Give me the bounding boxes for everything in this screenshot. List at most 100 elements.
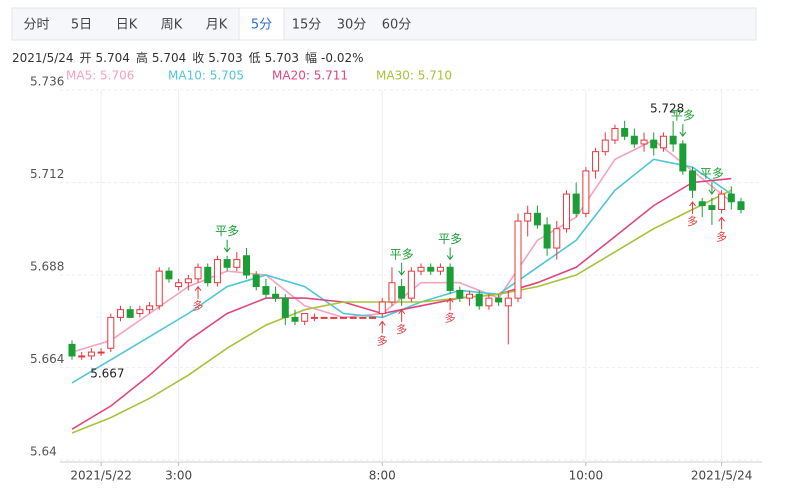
candle-body <box>446 266 454 291</box>
candle-body <box>718 193 726 210</box>
candle-body <box>436 266 444 272</box>
candle-body <box>359 316 367 319</box>
tab[interactable]: 5日 <box>71 18 92 33</box>
tab[interactable]: 30分 <box>337 18 367 33</box>
tab[interactable]: 月K <box>206 18 228 33</box>
y-tick-label: 5.712 <box>30 167 64 181</box>
y-tick-label: 5.688 <box>30 260 64 274</box>
candle-body <box>572 193 580 214</box>
candle-body <box>630 135 638 145</box>
candle-body <box>87 351 95 357</box>
candle-body <box>524 212 532 222</box>
candle-body <box>301 313 309 322</box>
candle-body <box>533 212 541 226</box>
signal-arrow <box>398 308 406 322</box>
signal-arrow <box>223 239 231 253</box>
candle-body <box>601 139 609 153</box>
tab[interactable]: 周K <box>161 18 183 33</box>
signal-label: 平多 <box>215 224 239 238</box>
signal-label: 多 <box>193 299 204 313</box>
candle-body <box>621 128 629 137</box>
signal-arrow <box>679 124 687 137</box>
y-tick-label: 5.664 <box>30 352 64 366</box>
candle-body <box>475 293 483 307</box>
signal-label: 多 <box>716 229 727 243</box>
candle-body <box>698 201 706 207</box>
signal-arrow <box>708 181 716 195</box>
candle-body <box>272 293 280 299</box>
legend-entry: MA10: 5.705 <box>168 69 244 83</box>
signal-label: 多 <box>687 214 698 228</box>
x-tick-label: 2021/5/24 <box>691 469 753 483</box>
candle-body <box>562 193 570 230</box>
candle-body <box>708 205 716 210</box>
signal-arrow <box>689 201 696 214</box>
candle-body <box>514 220 522 299</box>
info-label: 幅 <box>305 50 317 65</box>
candle-body <box>155 270 163 307</box>
info-value: 5.703 <box>208 51 242 65</box>
candle-body <box>126 309 134 318</box>
candle-body <box>650 139 658 149</box>
candle-body <box>233 259 241 268</box>
info-label: 开 <box>80 51 92 65</box>
signal-arrow <box>718 216 726 230</box>
candle-body <box>456 289 464 299</box>
candle-body <box>146 305 154 311</box>
candle-body <box>417 266 425 272</box>
candle-body <box>679 143 687 172</box>
annotation: 5.667 <box>90 366 124 380</box>
signal-arrow <box>446 297 454 311</box>
signal-arrow <box>378 320 386 334</box>
tab-bar <box>11 7 757 41</box>
candle-body <box>330 316 338 319</box>
x-tick-label: 2021/5/22 <box>70 469 132 483</box>
candle-body <box>466 293 474 299</box>
candle-body <box>97 351 105 354</box>
signal-label: 多 <box>396 322 407 336</box>
candle-body <box>592 151 600 172</box>
tab[interactable]: 60分 <box>382 18 412 33</box>
candle-body <box>136 309 144 315</box>
tab[interactable]: 5分 <box>251 18 272 33</box>
candle-body <box>204 266 212 284</box>
signal-arrow <box>446 247 454 261</box>
tab[interactable]: 15分 <box>292 18 322 33</box>
x-tick-label: 10:00 <box>569 469 604 483</box>
plot: 5.64 5.664 5.688 5.712 5.736 2021/5/22 3:00 8:0… <box>30 75 762 483</box>
candle-body <box>378 301 386 315</box>
candle-body <box>252 274 260 288</box>
candle-body <box>553 228 561 249</box>
info-value: 5.704 <box>152 51 186 65</box>
candle-body <box>659 135 667 149</box>
info-label: 低 <box>249 51 261 65</box>
candle-body <box>320 316 328 319</box>
legend-entry: MA30: 5.710 <box>376 69 452 83</box>
tab-selected <box>238 7 285 41</box>
info-value: 5.703 <box>265 51 299 65</box>
candle-body <box>388 282 396 303</box>
info-value: 5.704 <box>96 51 130 65</box>
signal-label: 平多 <box>671 109 695 123</box>
legend-entry: MA5: 5.706 <box>66 69 134 83</box>
candle-body <box>165 270 173 280</box>
candle-body <box>281 297 289 318</box>
y-tick-label: 5.64 <box>30 445 57 459</box>
candle-body <box>68 343 76 357</box>
candle-body <box>485 297 493 307</box>
tab[interactable]: 日K <box>116 18 138 33</box>
candle-body <box>504 297 512 307</box>
tab[interactable]: 分时 <box>23 18 49 33</box>
candle-body <box>310 316 318 319</box>
y-tick-label: 5.736 <box>30 75 64 89</box>
tabs: 分时 5日 日K 周K 月K 5分 15分 30分 60分 <box>23 7 412 41</box>
signal-arrow <box>194 285 202 299</box>
signal-label: 平多 <box>390 247 414 261</box>
candle-body <box>262 286 270 295</box>
info-label: 收 <box>192 51 204 65</box>
candle-body <box>495 297 503 303</box>
x-tick-label: 3:00 <box>165 469 192 483</box>
signal-label: 平多 <box>438 232 462 246</box>
candle-body <box>398 286 406 299</box>
candle-body <box>727 193 735 203</box>
